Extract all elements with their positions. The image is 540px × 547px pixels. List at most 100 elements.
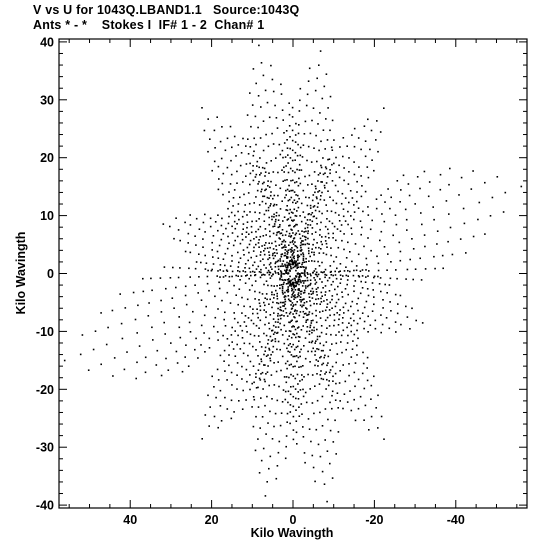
uv-point <box>361 185 363 187</box>
uv-point <box>195 261 198 263</box>
uv-point <box>228 344 230 347</box>
uv-point <box>409 328 411 330</box>
uv-point <box>269 262 272 264</box>
uv-point <box>270 203 272 205</box>
uv-point <box>248 289 251 291</box>
uv-point <box>277 272 279 274</box>
uv-point <box>310 213 312 216</box>
uv-point <box>287 199 290 202</box>
uv-point <box>357 378 360 381</box>
uv-point <box>334 419 336 422</box>
uv-point <box>217 188 220 191</box>
uv-point <box>300 272 303 274</box>
uv-point <box>287 154 289 156</box>
uv-point <box>304 337 307 339</box>
uv-point <box>217 426 219 429</box>
uv-point <box>261 188 263 191</box>
uv-point <box>291 287 293 290</box>
uv-point <box>377 262 380 265</box>
uv-point <box>295 232 298 235</box>
uv-point <box>248 233 250 235</box>
uv-point <box>252 308 254 310</box>
uv-point <box>238 400 240 402</box>
uv-point <box>326 299 328 301</box>
uv-point <box>352 274 355 277</box>
uv-point <box>295 312 298 315</box>
uv-point <box>319 198 322 201</box>
uv-point <box>375 407 377 409</box>
uv-point <box>311 220 314 223</box>
uv-point <box>311 402 314 404</box>
uv-point <box>292 240 294 242</box>
uv-point <box>231 275 233 278</box>
uv-point <box>213 325 215 328</box>
uv-point <box>365 276 367 278</box>
uv-point <box>406 229 408 231</box>
uv-point <box>332 199 334 202</box>
uv-point <box>204 414 207 416</box>
uv-point <box>319 228 321 231</box>
uv-point <box>477 218 479 221</box>
uv-point <box>364 404 367 407</box>
uv-point <box>432 206 434 208</box>
uv-point <box>211 241 213 244</box>
uv-point <box>295 282 297 284</box>
uv-point <box>269 277 272 279</box>
uv-point <box>279 265 282 268</box>
uv-point <box>384 283 386 286</box>
uv-point <box>320 349 323 352</box>
uv-point <box>229 302 232 304</box>
uv-point <box>448 213 450 215</box>
uv-point <box>94 330 97 332</box>
uv-point <box>246 298 249 301</box>
uv-point <box>292 405 295 408</box>
uv-point <box>314 89 317 92</box>
uv-point <box>318 265 321 267</box>
uv-point <box>273 194 276 197</box>
uv-point <box>289 157 292 159</box>
uv-point <box>292 179 294 182</box>
uv-point <box>165 357 167 360</box>
uv-point <box>265 280 268 282</box>
uv-point <box>236 223 238 225</box>
uv-point <box>304 279 307 282</box>
uv-point <box>257 355 259 357</box>
uv-point <box>267 339 270 341</box>
uv-point <box>245 325 248 327</box>
uv-point <box>350 215 352 217</box>
uv-point <box>319 311 321 313</box>
uv-point <box>311 212 314 214</box>
uv-point <box>291 139 294 142</box>
uv-point <box>330 274 333 276</box>
uv-point <box>301 285 304 287</box>
uv-point <box>399 259 402 262</box>
uv-point <box>298 169 301 171</box>
uv-point <box>288 330 291 332</box>
uv-point <box>314 480 316 483</box>
uv-point <box>342 275 344 277</box>
uv-point <box>319 411 321 414</box>
uv-point <box>297 254 299 256</box>
uv-point <box>359 270 362 272</box>
uv-point <box>290 267 292 270</box>
uv-point <box>328 290 331 292</box>
uv-point <box>282 305 284 307</box>
uv-point <box>264 304 266 307</box>
uv-point <box>332 280 334 283</box>
uv-point <box>322 173 325 176</box>
uv-point <box>319 356 321 359</box>
uv-point <box>262 235 265 237</box>
uv-point <box>235 155 237 157</box>
uv-point <box>302 316 305 318</box>
uv-point <box>321 236 323 238</box>
uv-point <box>269 271 272 274</box>
uv-point <box>295 260 298 263</box>
uv-point <box>313 329 315 332</box>
uv-point <box>295 420 298 422</box>
uv-point <box>272 143 275 145</box>
uv-point <box>339 400 341 402</box>
uv-point <box>324 268 327 271</box>
uv-point <box>383 438 385 440</box>
uv-point <box>264 247 266 250</box>
uv-point <box>264 228 267 230</box>
